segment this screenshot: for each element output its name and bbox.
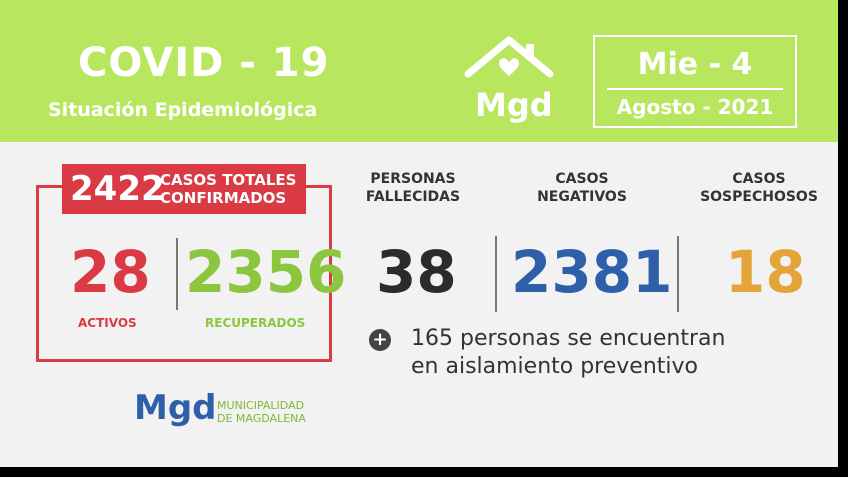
- date-day: Mie - 4: [637, 47, 753, 82]
- fallecidas-separator: [495, 236, 497, 312]
- fallecidas-heading-line1: PERSONAS: [370, 171, 456, 187]
- activos-label: ACTIVOS: [78, 316, 137, 330]
- isolation-note: 165 personas se encuentran en aislamient…: [411, 325, 725, 381]
- sospechosos-heading-line1: CASOS: [732, 171, 786, 187]
- mgd-logo: Mgd: [475, 86, 553, 124]
- recuperados-label: RECUPERADOS: [205, 316, 306, 330]
- house-heart-icon: [464, 36, 554, 78]
- total-cases-label-line1: CASOS TOTALES: [160, 171, 297, 189]
- negativos-separator: [677, 236, 679, 312]
- page-subtitle: Situación Epidemiológica: [48, 99, 318, 121]
- date-month: Agosto - 2021: [616, 95, 774, 119]
- activos-value: 28: [70, 238, 151, 306]
- plus-icon: +: [369, 329, 391, 351]
- negativos-value: 2381: [511, 238, 673, 306]
- negativos-heading-line2: NEGATIVOS: [537, 189, 627, 205]
- date-box: Mie - 4 Agosto - 2021: [593, 35, 797, 128]
- fallecidas-heading: PERSONAS FALLECIDAS: [358, 170, 468, 206]
- footer-org-line2: DE MAGDALENA: [217, 412, 306, 425]
- activos-separator: [176, 238, 178, 310]
- date-divider: [607, 88, 783, 90]
- fallecidas-heading-line2: FALLECIDAS: [365, 189, 461, 205]
- header-banner: COVID - 19 Situación Epidemiológica Mgd …: [0, 0, 838, 142]
- footer-org-line1: MUNICIPALIDAD: [217, 399, 305, 412]
- fallecidas-value: 38: [376, 238, 457, 306]
- negativos-heading-line1: CASOS: [555, 171, 609, 187]
- total-cases-label-line2: CONFIRMADOS: [160, 189, 287, 207]
- covid-report-card: COVID - 19 Situación Epidemiológica Mgd …: [0, 0, 838, 467]
- isolation-note-line1: 165 personas se encuentran: [411, 326, 726, 351]
- page-title: COVID - 19: [78, 40, 330, 86]
- footer-org-name: MUNICIPALIDAD DE MAGDALENA: [217, 399, 306, 425]
- total-cases-number: 2422: [70, 169, 165, 209]
- footer-mgd-logo: Mgd: [134, 388, 217, 428]
- sospechosos-heading: CASOS SOSPECHOSOS: [700, 170, 818, 206]
- sospechosos-value: 18: [725, 238, 806, 306]
- sospechosos-heading-line2: SOSPECHOSOS: [700, 189, 818, 205]
- total-cases-banner: 2422 CASOS TOTALES CONFIRMADOS: [62, 164, 306, 214]
- negativos-heading: CASOS NEGATIVOS: [527, 170, 637, 206]
- recuperados-value: 2356: [185, 238, 347, 306]
- isolation-note-line2: en aislamiento preventivo: [411, 354, 698, 379]
